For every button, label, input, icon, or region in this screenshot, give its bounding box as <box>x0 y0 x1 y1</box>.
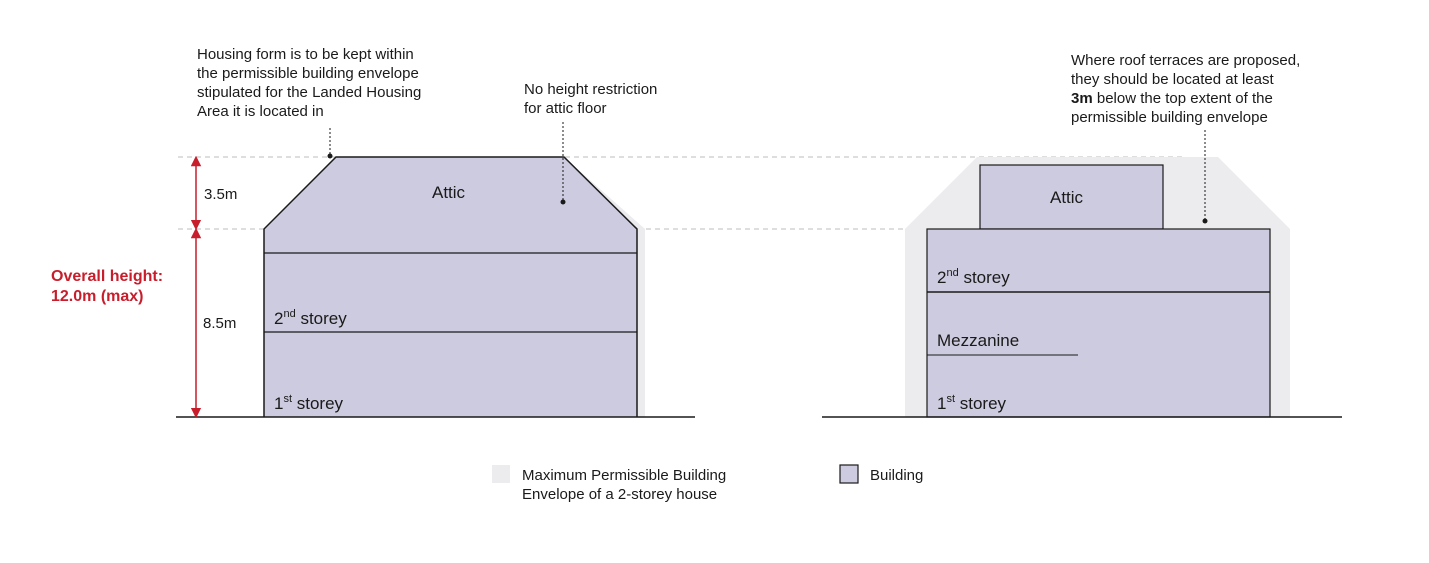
note-terrace: Where roof terraces are proposed, they s… <box>1071 52 1304 126</box>
right-mezzanine-label: Mezzanine <box>937 331 1019 350</box>
right-house <box>822 157 1342 418</box>
callout-dot-envelope <box>327 153 333 159</box>
right-second-storey-label: 2nd storey <box>937 267 1010 287</box>
overall-height-label: Overall height: 12.0m (max) <box>51 268 167 305</box>
legend-swatch-envelope <box>492 465 510 483</box>
left-building <box>263 156 638 417</box>
right-attic-block <box>979 164 1164 230</box>
legend-swatch-building <box>839 464 859 484</box>
right-main-block <box>926 228 1271 418</box>
right-first-storey-label: 1st storey <box>937 393 1007 413</box>
note-attic: No height restriction for attic floor <box>524 81 662 117</box>
left-house <box>176 156 695 418</box>
callout-dot-attic <box>560 199 566 205</box>
legend-label-building: Building <box>870 467 923 484</box>
dimension-label-main: 8.5m <box>203 315 236 332</box>
right-attic-label: Attic <box>1050 188 1084 207</box>
left-second-storey-label: 2nd storey <box>274 308 347 328</box>
note-envelope: Housing form is to be kept within the pe… <box>197 46 426 120</box>
legend-label-envelope: Maximum Permissible Building Envelope of… <box>522 467 730 503</box>
callout-dot-terrace <box>1202 218 1208 224</box>
left-attic-label: Attic <box>432 183 466 202</box>
legend: Maximum Permissible Building Envelope of… <box>492 464 923 503</box>
left-first-storey-label: 1st storey <box>274 393 344 413</box>
dimension-label-attic: 3.5m <box>204 186 237 203</box>
